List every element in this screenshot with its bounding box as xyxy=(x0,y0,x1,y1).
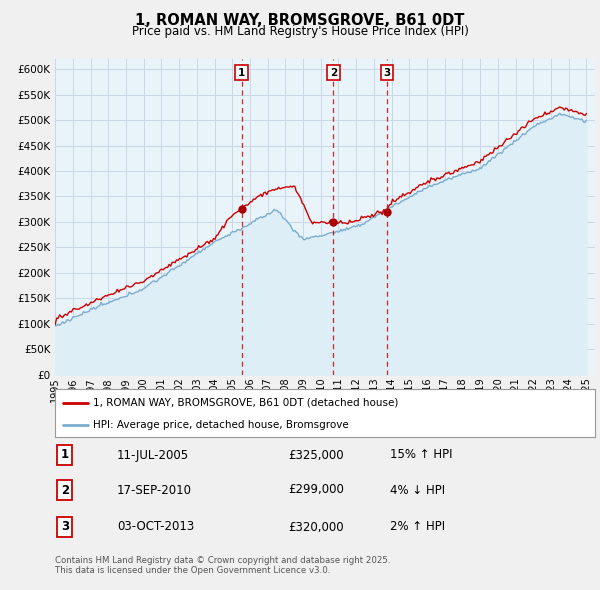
Text: Price paid vs. HM Land Registry's House Price Index (HPI): Price paid vs. HM Land Registry's House … xyxy=(131,25,469,38)
Text: 1, ROMAN WAY, BROMSGROVE, B61 0DT: 1, ROMAN WAY, BROMSGROVE, B61 0DT xyxy=(136,13,464,28)
Text: 1, ROMAN WAY, BROMSGROVE, B61 0DT (detached house): 1, ROMAN WAY, BROMSGROVE, B61 0DT (detac… xyxy=(93,398,398,408)
Text: 1: 1 xyxy=(238,68,245,78)
Text: 3: 3 xyxy=(383,68,391,78)
Text: 2: 2 xyxy=(330,68,337,78)
Text: 15% ↑ HPI: 15% ↑ HPI xyxy=(390,448,452,461)
Text: £320,000: £320,000 xyxy=(288,520,344,533)
Text: HPI: Average price, detached house, Bromsgrove: HPI: Average price, detached house, Brom… xyxy=(93,420,349,430)
Text: 2: 2 xyxy=(61,483,69,497)
Text: 2% ↑ HPI: 2% ↑ HPI xyxy=(390,520,445,533)
Text: £325,000: £325,000 xyxy=(288,448,344,461)
Text: 1: 1 xyxy=(61,448,69,461)
Text: 4% ↓ HPI: 4% ↓ HPI xyxy=(390,483,445,497)
Text: Contains HM Land Registry data © Crown copyright and database right 2025.
This d: Contains HM Land Registry data © Crown c… xyxy=(55,556,391,575)
Text: 03-OCT-2013: 03-OCT-2013 xyxy=(117,520,194,533)
Text: 11-JUL-2005: 11-JUL-2005 xyxy=(117,448,189,461)
Text: 3: 3 xyxy=(61,520,69,533)
Text: £299,000: £299,000 xyxy=(288,483,344,497)
Text: 17-SEP-2010: 17-SEP-2010 xyxy=(117,483,192,497)
